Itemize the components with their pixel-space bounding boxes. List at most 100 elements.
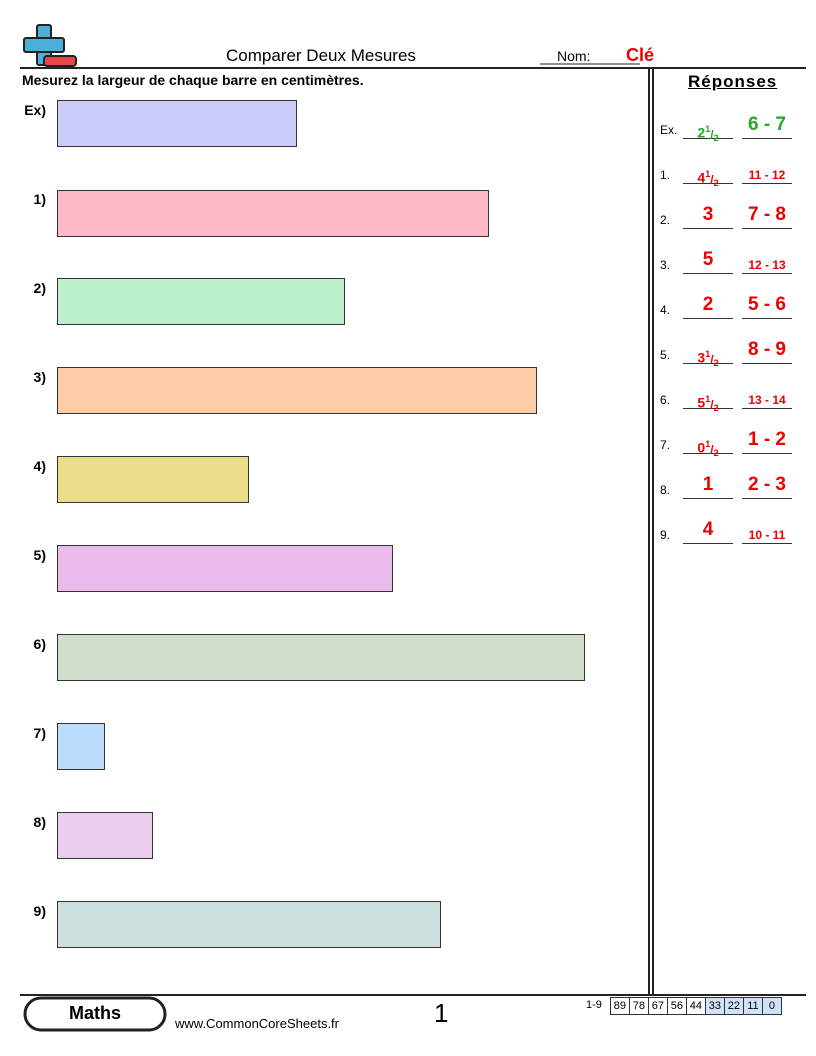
name-value: Clé <box>626 45 655 65</box>
problem-label: 9) <box>33 903 46 919</box>
answer-range: 6 - 7 <box>742 114 792 139</box>
answer-whole: 2 <box>697 124 706 141</box>
answer-range: 11 - 12 <box>742 159 792 184</box>
answer-whole: 5 <box>702 249 714 270</box>
answer-denominator: 2 <box>710 133 718 143</box>
title: Comparer Deux Mesures <box>226 46 416 65</box>
answer-value: 212 <box>683 114 733 143</box>
answer-label: 1. <box>660 168 671 182</box>
answer-whole: 5 <box>697 394 706 411</box>
answer-value: 1 <box>683 474 733 499</box>
bar <box>57 723 105 770</box>
problem-label: 8) <box>33 814 46 830</box>
answer-row: 4. 2 5 - 6 <box>660 294 800 319</box>
answer-range: 12 - 13 <box>742 249 792 274</box>
answer-row: 7. 012 1 - 2 <box>660 429 800 458</box>
answer-whole: 0 <box>697 439 706 456</box>
answer-denominator: 2 <box>710 358 718 368</box>
answer-value: 2 <box>683 294 733 319</box>
problem-label: 1) <box>33 191 46 207</box>
score-cell: 11 <box>743 997 763 1015</box>
score-cell: 78 <box>629 997 649 1015</box>
answer-value: 3 <box>683 204 733 229</box>
answer-whole: 4 <box>702 519 714 540</box>
answer-denominator: 2 <box>710 178 718 188</box>
answer-range: 2 - 3 <box>742 474 792 499</box>
answer-range: 7 - 8 <box>742 204 792 229</box>
answer-value: 4 <box>683 519 733 544</box>
answer-row: Ex. 212 6 - 7 <box>660 114 800 143</box>
answer-label: 7. <box>660 438 671 452</box>
answer-label: 3. <box>660 258 671 272</box>
problem-label: 4) <box>33 458 46 474</box>
answer-label: 8. <box>660 483 671 497</box>
answer-value: 412 <box>683 159 733 188</box>
answer-row: 5. 312 8 - 9 <box>660 339 800 368</box>
answer-row: 2. 3 7 - 8 <box>660 204 800 229</box>
answer-whole: 3 <box>702 204 714 225</box>
bar <box>57 901 441 948</box>
answer-row: 8. 1 2 - 3 <box>660 474 800 499</box>
bar <box>57 634 585 681</box>
subject: Maths <box>68 1003 121 1023</box>
answer-numerator: 1 <box>705 169 711 179</box>
answer-row: 6. 512 13 - 14 <box>660 384 800 413</box>
problem-label: 3) <box>33 369 46 385</box>
problem-label: 5) <box>33 547 46 563</box>
answer-numerator: 1 <box>705 124 711 134</box>
score-cell: 44 <box>686 997 706 1015</box>
answer-range: 8 - 9 <box>742 339 792 364</box>
score-cell: 33 <box>705 997 725 1015</box>
answer-numerator: 1 <box>705 439 711 449</box>
answer-label: 2. <box>660 213 671 227</box>
answer-denominator: 2 <box>710 448 718 458</box>
problem-label: 2) <box>33 280 46 296</box>
bar <box>57 456 249 503</box>
name-label: Nom: <box>557 48 591 64</box>
bar <box>57 812 153 859</box>
answer-whole: 1 <box>702 474 714 495</box>
answer-whole: 3 <box>697 349 706 366</box>
score-cell: 89 <box>609 997 630 1015</box>
bar <box>57 190 489 237</box>
instructions: Mesurez la largeur de chaque barre en ce… <box>22 72 364 88</box>
answer-row: 9. 4 10 - 11 <box>660 519 800 544</box>
problem-label: 6) <box>33 636 46 652</box>
problem-label: 7) <box>33 725 46 741</box>
bar <box>57 100 297 147</box>
bar <box>57 278 345 325</box>
score-cell: 56 <box>667 997 687 1015</box>
answer-whole: 2 <box>702 294 714 315</box>
answer-label: 5. <box>660 348 671 362</box>
answers-title: Réponses <box>688 72 778 91</box>
score-cell: 0 <box>762 997 782 1015</box>
score-cell: 67 <box>648 997 668 1015</box>
score-table: 1-9 89 78 67 56 44 33 22 11 0 <box>586 997 782 1015</box>
answer-value: 512 <box>683 384 733 413</box>
answer-label: Ex. <box>660 123 678 137</box>
answer-whole: 4 <box>697 169 706 186</box>
answer-label: 6. <box>660 393 671 407</box>
answer-numerator: 1 <box>705 349 711 359</box>
answer-numerator: 1 <box>705 394 711 404</box>
problem-label: Ex) <box>24 102 46 118</box>
bar <box>57 367 537 414</box>
score-label: 1-9 <box>586 999 602 1011</box>
answer-label: 4. <box>660 303 671 317</box>
answer-range: 1 - 2 <box>742 429 792 454</box>
answer-row: 1. 412 11 - 12 <box>660 159 800 188</box>
bar <box>57 545 393 592</box>
answer-value: 5 <box>683 249 733 274</box>
answer-row: 3. 5 12 - 13 <box>660 249 800 274</box>
answer-denominator: 2 <box>710 403 718 413</box>
answer-range: 10 - 11 <box>742 519 792 544</box>
answer-range: 13 - 14 <box>742 384 792 409</box>
answer-value: 012 <box>683 429 733 458</box>
page-number: 1 <box>434 998 449 1028</box>
answer-label: 9. <box>660 528 671 542</box>
answer-range: 5 - 6 <box>742 294 792 319</box>
answer-value: 312 <box>683 339 733 368</box>
url: www.CommonCoreSheets.fr <box>175 1016 339 1031</box>
